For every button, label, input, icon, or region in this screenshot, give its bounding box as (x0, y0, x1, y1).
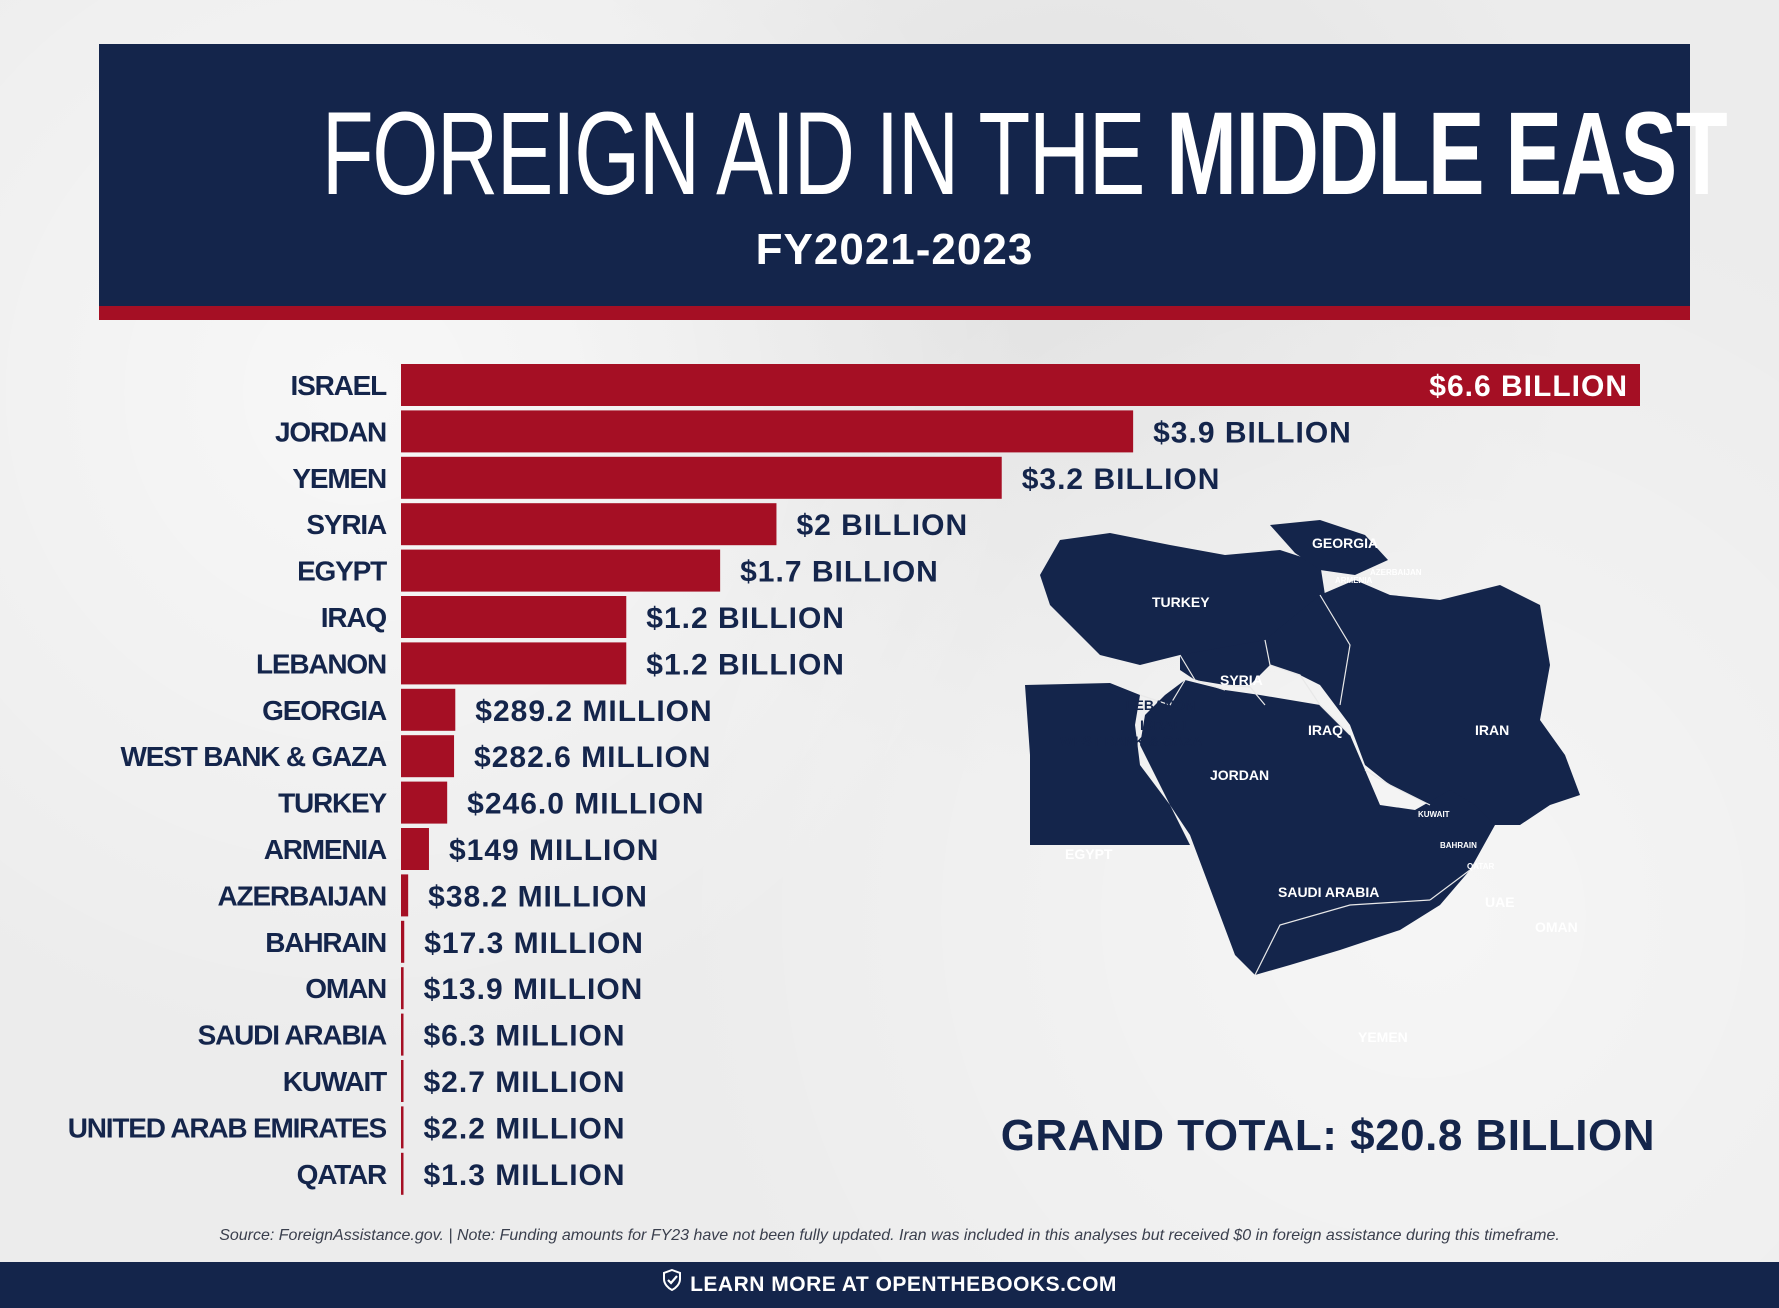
value-label: $3.9 BILLION (1153, 416, 1352, 449)
category-label: EGYPT (297, 556, 387, 587)
bar (401, 1106, 404, 1149)
bar (401, 1060, 404, 1102)
category-label: ARMENIA (264, 834, 387, 865)
value-label: $1.7 BILLION (740, 556, 939, 589)
category-label: YEMEN (292, 463, 386, 494)
value-label: $38.2 MILLION (428, 880, 648, 913)
value-label: $2 BILLION (796, 509, 968, 542)
footer-cta[interactable]: LEARN MORE AT OPENTHEBOOKS.COM (0, 1262, 1779, 1308)
bar (401, 735, 455, 778)
category-label: TURKEY (278, 788, 387, 819)
map-label-jordan: JORDAN (1210, 767, 1269, 783)
category-label: UNITED ARAB EMIRATES (68, 1112, 387, 1143)
map-label-georgia: GEORGIA (1312, 535, 1378, 551)
category-label: BAHRAIN (265, 927, 386, 958)
category-label: AZERBAIJAN (218, 880, 386, 911)
map-borders (1139, 594, 1471, 976)
value-label: $6.6 BILLION (1429, 370, 1628, 403)
category-label: WEST BANK & GAZA (121, 741, 387, 772)
middle-east-map: GEORGIA AZERBAIJAN ARMENIA TURKEY SYRIA … (1025, 520, 1580, 1045)
bar (401, 456, 1002, 499)
map-label-syria: SYRIA (1220, 672, 1263, 688)
category-label: IRAQ (321, 602, 387, 633)
map-label-lebanon: LEBANON (1126, 697, 1195, 713)
header-banner: FOREIGN AID IN THE MIDDLE EAST FY2021-20… (99, 44, 1728, 320)
value-label: $1.2 BILLION (646, 648, 845, 681)
bar (401, 967, 404, 1010)
bar (401, 874, 409, 917)
map-label-turkey: TURKEY (1152, 594, 1210, 610)
map-label-armenia: ARMENIA (1335, 576, 1373, 585)
category-label: KUWAIT (283, 1066, 387, 1097)
value-label: $289.2 MILLION (475, 695, 712, 728)
category-label: ISRAEL (291, 370, 388, 401)
value-label: $282.6 MILLION (474, 741, 711, 774)
check-shield-icon (662, 1262, 682, 1308)
value-label: $2.2 MILLION (424, 1112, 626, 1145)
bar (401, 920, 405, 963)
bar (401, 781, 448, 824)
bar (401, 688, 456, 731)
value-label: $6.3 MILLION (424, 1020, 626, 1053)
map-label-oman: OMAN (1535, 919, 1578, 935)
map-label-iran: IRAN (1475, 722, 1509, 738)
map-label-israel: ISRAEL (1140, 717, 1192, 733)
category-label: GEORGIA (262, 695, 387, 726)
grand-total: GRAND TOTAL: $20.8 BILLION (1000, 1111, 1655, 1160)
map-label-kuwait: KUWAIT (1418, 810, 1450, 819)
map-label-qatar: QATAR (1467, 862, 1494, 871)
map-label-saudi-arabia: SAUDI ARABIA (1278, 884, 1379, 900)
bar (401, 1013, 404, 1056)
footer-cta-label: LEARN MORE AT OPENTHEBOOKS.COM (690, 1273, 1117, 1296)
bar (401, 549, 721, 592)
map-label-egypt: EGYPT (1065, 846, 1113, 862)
category-label: QATAR (297, 1159, 387, 1190)
bar (401, 503, 777, 546)
category-label: SAUDI ARABIA (198, 1020, 387, 1051)
category-label: JORDAN (275, 416, 386, 447)
bar-chart: ISRAEL $6.6 BILLION JORDAN $3.9 BILLION YEME… (68, 364, 1640, 1195)
category-label: SYRIA (306, 509, 387, 540)
page-subtitle: FY2021-2023 (755, 225, 1034, 274)
map-label-uae: UAE (1485, 894, 1515, 910)
bar (401, 642, 627, 685)
value-label: $17.3 MILLION (424, 927, 644, 960)
value-label: $246.0 MILLION (467, 788, 704, 821)
page-title: FOREIGN AID IN THE MIDDLE EAST (321, 84, 1728, 224)
map-label-bahrain: BAHRAIN (1440, 841, 1477, 850)
map-labels: GEORGIA AZERBAIJAN ARMENIA TURKEY SYRIA … (1060, 535, 1578, 1045)
bar (401, 410, 1134, 453)
value-label: $2.7 MILLION (424, 1066, 626, 1099)
bar (401, 596, 627, 638)
map-label-west-bank-gaza: WEST BANK & GAZA (1060, 733, 1202, 749)
source-footnote: Source: ForeignAssistance.gov. | Note: F… (219, 1227, 1560, 1244)
value-label: $149 MILLION (449, 834, 659, 867)
title-bold: MIDDLE EAST (1166, 88, 1727, 220)
map-label-azerbaijan: AZERBAIJAN (1370, 568, 1422, 577)
map-label-iraq: IRAQ (1308, 722, 1343, 738)
value-label: $1.2 BILLION (646, 602, 845, 635)
value-label: $1.3 MILLION (424, 1159, 626, 1192)
bar (401, 364, 1640, 406)
value-label: $3.2 BILLION (1022, 463, 1221, 496)
category-label: LEBANON (256, 648, 386, 679)
map-label-yemen: YEMEN (1358, 1029, 1408, 1045)
bar (401, 1152, 404, 1195)
category-label: OMAN (305, 973, 386, 1004)
bar (401, 828, 429, 870)
title-light: FOREIGN AID IN THE (321, 88, 1167, 220)
value-label: $13.9 MILLION (424, 973, 644, 1006)
